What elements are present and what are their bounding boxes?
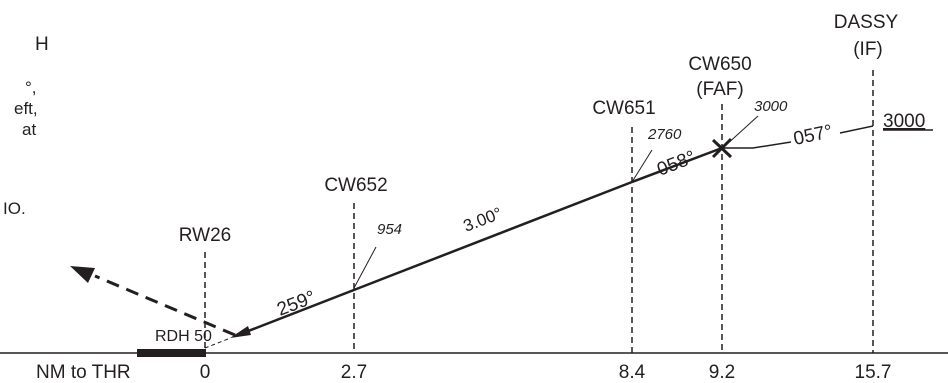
cw650-role-label: (FAF) xyxy=(696,79,744,100)
distance-tick-4: 15.7 xyxy=(855,362,892,383)
distance-tick-2: 8.4 xyxy=(619,362,646,383)
left-note-line-2: °, xyxy=(25,78,37,97)
outer-segment-line-b xyxy=(839,125,874,134)
cw650-altitude: 3000 xyxy=(754,98,788,115)
runway-bar xyxy=(137,349,206,357)
glide-path-arrowhead xyxy=(230,326,251,338)
intermediate-segment-line xyxy=(631,146,723,184)
cw650-label: CW650 xyxy=(688,54,751,75)
outer-segment-line-a xyxy=(752,141,792,149)
rdh-label: RDH 50 xyxy=(155,328,212,345)
cw652-altitude-leader xyxy=(353,246,377,289)
mid-course-label: 058° xyxy=(654,147,698,181)
glide-angle-label: 3.00° xyxy=(461,204,505,236)
cw651-label: CW651 xyxy=(592,98,655,119)
left-note-line-3: eft, xyxy=(14,99,38,118)
glide-path-line xyxy=(237,180,633,337)
missed-approach-arrowhead xyxy=(70,266,95,283)
cw651-altitude-leader xyxy=(631,149,653,183)
distance-tick-3: 9.2 xyxy=(709,362,735,383)
rw26-label: RW26 xyxy=(179,225,231,246)
distance-tick-1: 2.7 xyxy=(341,362,367,383)
dassy-altitude: 3000 xyxy=(883,111,925,132)
left-note-line-1: H xyxy=(35,34,49,55)
cw650-altitude-leader xyxy=(724,115,759,147)
dassy-role-label: (IF) xyxy=(853,39,883,60)
cw651-altitude: 2760 xyxy=(647,126,682,143)
final-course-label: 259° xyxy=(274,287,318,321)
left-note-line-5: IO. xyxy=(3,199,26,218)
cw652-altitude: 954 xyxy=(377,221,402,238)
faf-cross-icon xyxy=(711,137,733,159)
distance-axis-label: NM to THR xyxy=(36,362,131,383)
outer-course-label: 057° xyxy=(792,121,835,150)
left-note-line-4: at xyxy=(22,120,36,139)
missed-approach-line xyxy=(94,274,236,337)
dassy-label: DASSY xyxy=(834,12,899,33)
cw652-label: CW652 xyxy=(324,175,387,196)
distance-tick-0: 0 xyxy=(200,362,211,383)
